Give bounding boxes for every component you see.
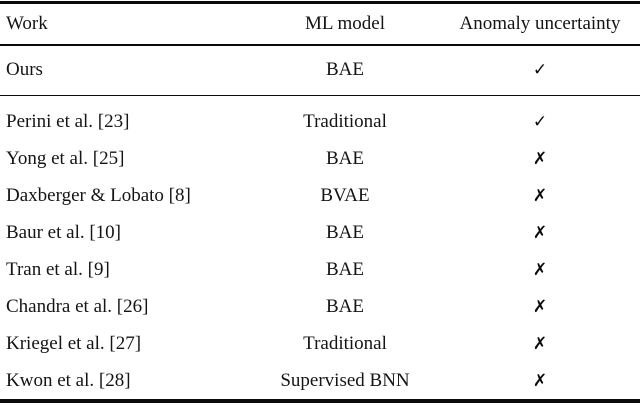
table-row: Daxberger & Lobato [8] BVAE ✗ — [0, 177, 640, 214]
table-row: Chandra et al. [26] BAE ✗ — [0, 288, 640, 325]
work-cell: Tran et al. [9] — [6, 258, 110, 280]
work-cell: Kwon et al. [28] — [6, 369, 131, 391]
uncertainty-mark-icon: ✓ — [532, 60, 548, 81]
work-cell: Yong et al. [25] — [6, 147, 125, 169]
uncertainty-mark-icon: ✗ — [532, 222, 548, 243]
model-cell: Traditional — [303, 332, 387, 354]
model-cell: BAE — [326, 59, 364, 81]
model-cell: BVAE — [320, 184, 370, 206]
model-cell: BAE — [326, 295, 364, 317]
work-cell: Baur et al. [10] — [6, 221, 122, 243]
column-header-uncertainty: Anomaly uncertainty — [459, 13, 621, 35]
section-rule — [0, 94, 640, 97]
table-row: Yong et al. [25] BAE ✗ — [0, 140, 640, 177]
uncertainty-mark-icon: ✗ — [532, 148, 548, 169]
bottom-rule — [0, 399, 640, 403]
header-rule — [0, 43, 640, 46]
work-cell: Kriegel et al. [27] — [6, 332, 142, 354]
table-row: Perini et al. [23] Traditional ✓ — [0, 103, 640, 140]
work-cell: Ours — [6, 59, 43, 81]
uncertainty-mark-icon: ✗ — [532, 185, 548, 206]
top-rule — [0, 1, 640, 5]
uncertainty-mark-icon: ✗ — [532, 296, 548, 317]
table-row: Baur et al. [10] BAE ✗ — [0, 214, 640, 251]
model-cell: BAE — [326, 258, 364, 280]
work-cell: Perini et al. [23] — [6, 110, 130, 132]
table-row: Kriegel et al. [27] Traditional ✗ — [0, 325, 640, 362]
work-cell: Chandra et al. [26] — [6, 295, 149, 317]
model-cell: BAE — [326, 221, 364, 243]
uncertainty-mark-icon: ✗ — [532, 370, 548, 391]
uncertainty-mark-icon: ✗ — [532, 333, 548, 354]
table-header-row: Work ML model Anomaly uncertainty — [0, 4, 640, 44]
uncertainty-mark-icon: ✓ — [532, 111, 548, 132]
model-cell: Traditional — [303, 110, 387, 132]
table-body: Perini et al. [23] Traditional ✓ Yong et… — [0, 96, 640, 399]
table-row: Kwon et al. [28] Supervised BNN ✗ — [0, 362, 640, 399]
work-cell: Daxberger & Lobato [8] — [6, 184, 191, 206]
model-cell: BAE — [326, 147, 364, 169]
uncertainty-mark-icon: ✗ — [532, 259, 548, 280]
table-row: Tran et al. [9] BAE ✗ — [0, 251, 640, 288]
column-header-work: Work — [6, 13, 48, 35]
table-row: Ours BAE ✓ — [0, 46, 640, 95]
column-header-ml-model: ML model — [304, 13, 386, 35]
model-cell: Supervised BNN — [280, 369, 410, 391]
